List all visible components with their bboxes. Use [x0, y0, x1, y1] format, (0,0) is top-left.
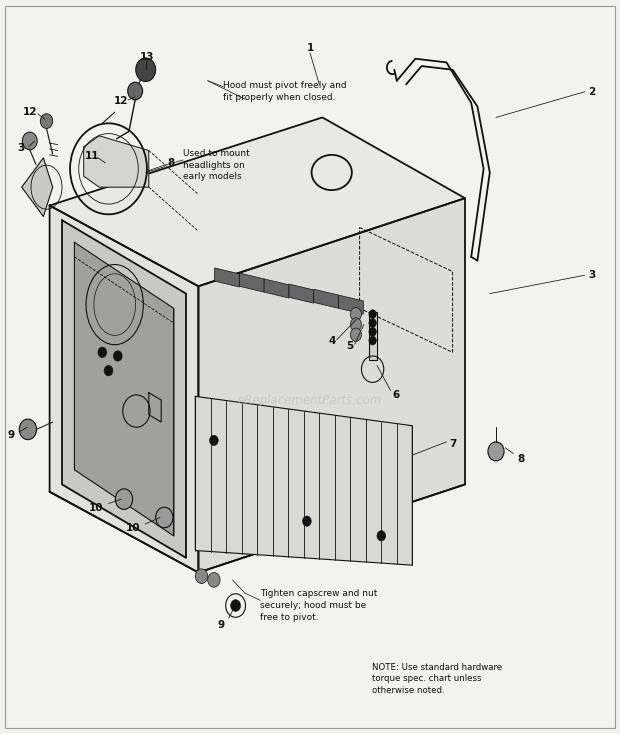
- Polygon shape: [50, 117, 465, 286]
- Text: 10: 10: [126, 523, 141, 534]
- Polygon shape: [314, 289, 339, 308]
- Polygon shape: [264, 279, 289, 298]
- Text: 13: 13: [140, 52, 154, 62]
- Circle shape: [115, 489, 133, 509]
- Circle shape: [369, 336, 376, 345]
- Text: 9: 9: [7, 429, 15, 440]
- Text: 7: 7: [449, 439, 456, 449]
- Polygon shape: [84, 136, 149, 187]
- Text: Hood must pivot freely and
fit properly when closed.: Hood must pivot freely and fit properly …: [223, 81, 347, 102]
- Circle shape: [369, 327, 376, 336]
- Polygon shape: [239, 273, 264, 292]
- Circle shape: [40, 114, 53, 128]
- Circle shape: [488, 442, 504, 461]
- Circle shape: [22, 132, 37, 150]
- Circle shape: [98, 347, 107, 357]
- Polygon shape: [62, 220, 186, 558]
- Circle shape: [350, 318, 361, 331]
- Circle shape: [136, 58, 156, 81]
- Polygon shape: [215, 268, 239, 287]
- Text: 3: 3: [588, 270, 596, 280]
- Text: 3: 3: [17, 143, 25, 153]
- Circle shape: [303, 516, 311, 526]
- Text: 4: 4: [328, 336, 335, 346]
- Polygon shape: [339, 295, 363, 314]
- Polygon shape: [22, 158, 53, 217]
- Circle shape: [208, 573, 220, 587]
- Circle shape: [19, 419, 37, 440]
- Circle shape: [369, 319, 376, 327]
- Circle shape: [156, 507, 173, 528]
- Polygon shape: [74, 242, 174, 536]
- Polygon shape: [195, 396, 412, 565]
- Text: 2: 2: [588, 87, 596, 97]
- Circle shape: [350, 308, 361, 321]
- Circle shape: [113, 351, 122, 361]
- Polygon shape: [198, 198, 465, 573]
- Circle shape: [104, 366, 113, 376]
- Text: 8: 8: [167, 158, 174, 168]
- Polygon shape: [369, 312, 377, 360]
- Text: 5: 5: [347, 341, 354, 352]
- Circle shape: [231, 600, 241, 611]
- Text: NOTE: Use standard hardware
torque spec. chart unless
otherwise noted.: NOTE: Use standard hardware torque spec.…: [372, 663, 502, 695]
- Text: Tighten capscrew and nut
securely; hood must be
free to pivot.: Tighten capscrew and nut securely; hood …: [260, 589, 378, 622]
- Circle shape: [377, 531, 386, 541]
- Circle shape: [350, 328, 361, 341]
- Text: eReplacementParts.com: eReplacementParts.com: [238, 393, 382, 407]
- Text: 8: 8: [517, 454, 525, 464]
- Circle shape: [369, 310, 376, 319]
- Polygon shape: [50, 206, 198, 573]
- Text: 9: 9: [217, 620, 224, 631]
- Circle shape: [210, 435, 218, 446]
- Text: 11: 11: [84, 150, 99, 161]
- Polygon shape: [289, 284, 314, 303]
- Text: 1: 1: [306, 43, 314, 53]
- Text: 12: 12: [22, 106, 37, 117]
- Text: 6: 6: [392, 390, 399, 400]
- Text: 10: 10: [89, 503, 104, 513]
- Circle shape: [128, 82, 143, 100]
- Text: Used to mount
headlights on
early models: Used to mount headlights on early models: [183, 149, 250, 181]
- Circle shape: [195, 569, 208, 584]
- Text: 12: 12: [113, 96, 128, 106]
